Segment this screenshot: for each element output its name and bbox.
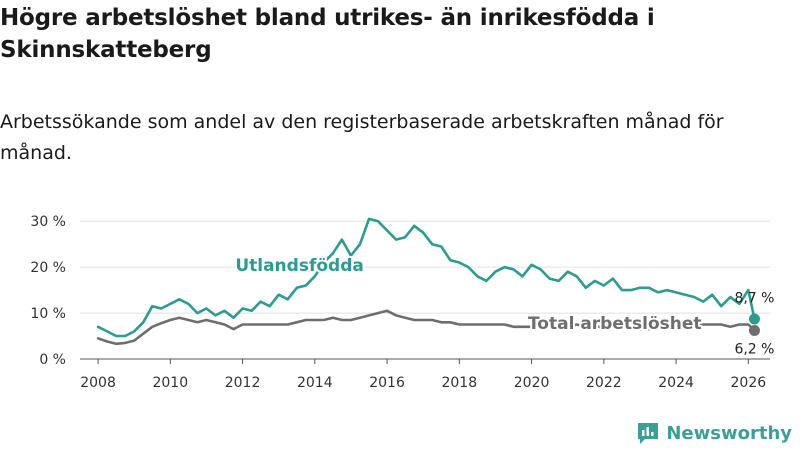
x-tick-label: 2022 [586,375,622,391]
chart-title: Högre arbetslöshet bland utrikes- än inr… [0,5,655,63]
x-tick-label: 2024 [658,375,694,391]
end-point-total-arbetsloshet [748,325,760,337]
x-tick-label: 2020 [514,375,550,391]
newsworthy-icon [638,423,659,444]
x-tick-label: 2010 [152,375,188,391]
x-axis: 2008 2010 2012 2014 2016 2018 2020 2022 2024 2026 [80,358,770,391]
series-lines [96,217,760,346]
series-line-utlandsfodda [96,217,756,338]
x-tick-label: 2008 [80,375,116,391]
x-tick-label: 2012 [225,375,261,391]
y-tick-label: 20 % [30,260,66,276]
y-axis: 0 % 10 % 20 % 30 % [30,214,66,368]
end-value-label-utlandsfodda: 8,7 % [734,290,774,306]
newsworthy-logo: Newsworthy [636,420,792,446]
logo-text: Newsworthy [666,422,792,444]
x-tick-label: 2016 [369,375,405,391]
end-value-label-total-arbetsloshet: 6,2 % [734,341,774,357]
x-tick-label: 2018 [441,375,477,391]
x-tick-label: 2014 [297,375,333,391]
series-label-total-arbetsloshet: Total arbetslöshet [528,314,702,334]
series-line-total-arbetsloshet [96,309,756,346]
end-point-utlandsfodda [748,313,760,325]
y-tick-label: 30 % [30,214,66,230]
chart-subtitle: Arbetssökande som andel av den registerb… [0,111,724,164]
series-labels: Utlandsfödda 8,7 % Total arbetslöshet 6,2 % [233,254,774,358]
line-chart: 0 % 10 % 20 % 30 % 2008 2010 2012 2014 2016 2018… [30,214,774,391]
y-tick-label: 10 % [30,306,66,322]
gridlines [80,220,770,314]
x-tick-label: 2026 [731,375,767,391]
series-label-utlandsfodda: Utlandsfödda [235,256,364,276]
y-tick-label: 0 % [39,352,66,368]
